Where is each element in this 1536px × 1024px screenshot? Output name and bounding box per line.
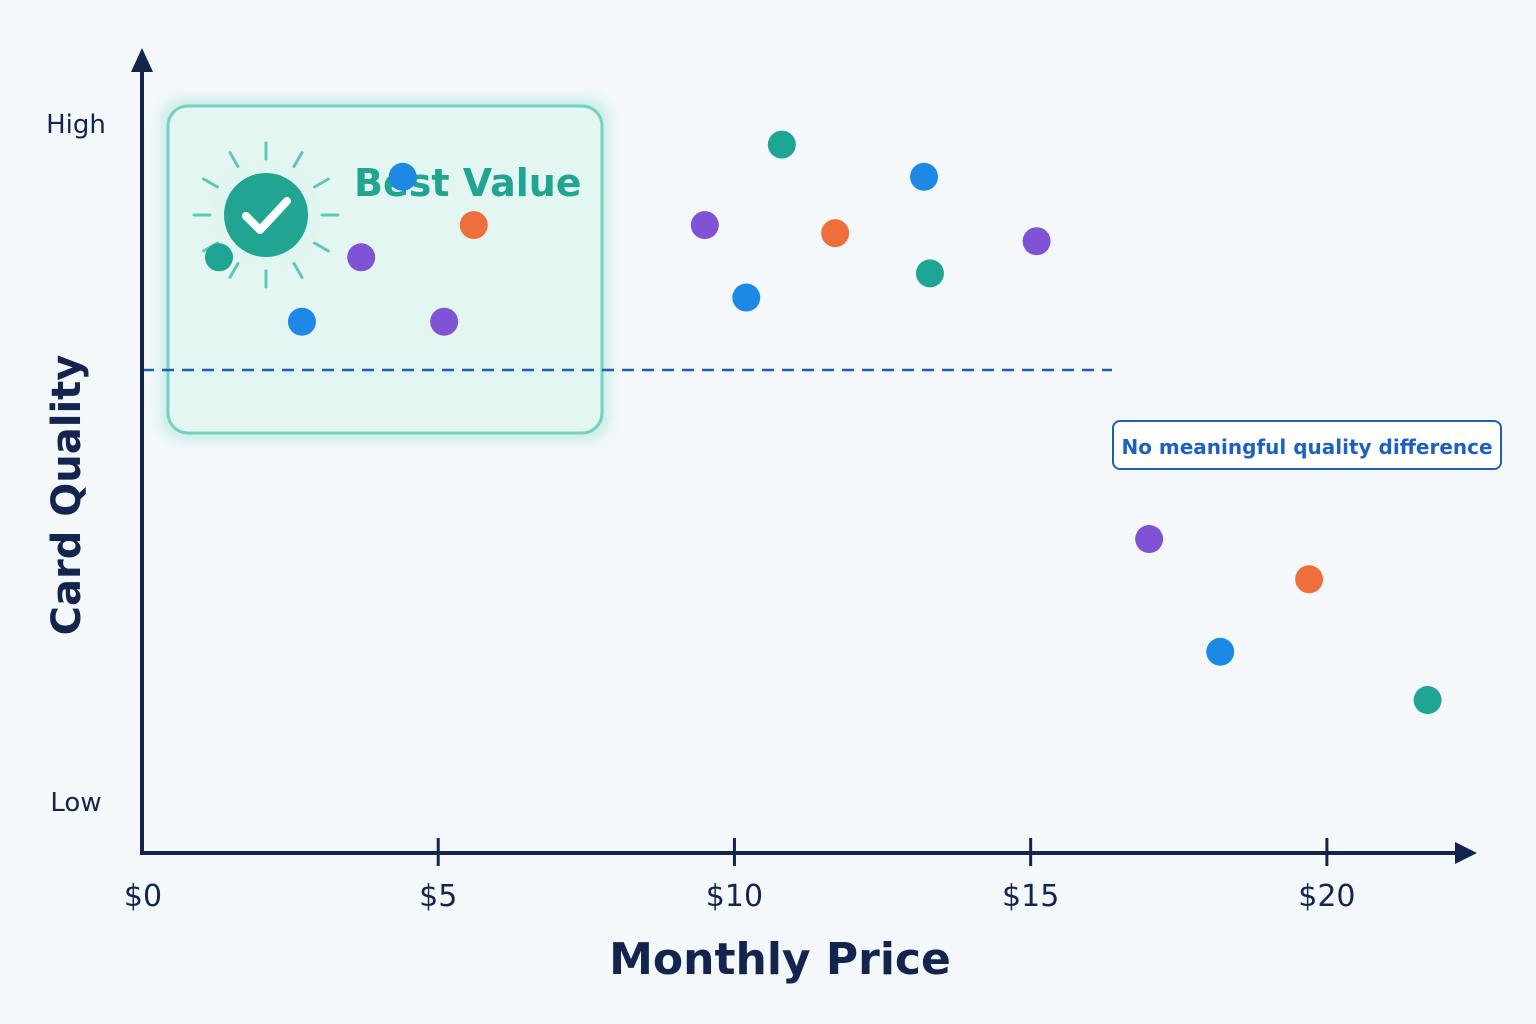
data-point xyxy=(430,307,459,336)
data-point xyxy=(821,219,850,248)
y-axis-title: Card Quality xyxy=(44,355,90,636)
data-point xyxy=(287,307,316,336)
data-point xyxy=(1206,637,1235,666)
badge-ray xyxy=(312,177,330,189)
badge-ray xyxy=(292,151,304,169)
x-axis-title: Monthly Price xyxy=(609,934,951,985)
x-tick-label: $15 xyxy=(1002,879,1059,914)
data-point xyxy=(205,243,234,272)
data-point xyxy=(767,130,796,159)
data-point xyxy=(690,211,719,240)
data-point xyxy=(1135,525,1164,554)
badge-ray xyxy=(312,241,330,253)
data-point xyxy=(1022,227,1051,256)
best-value-badge xyxy=(192,141,340,289)
data-point xyxy=(910,162,939,191)
quality-threshold: No meaningful quality difference xyxy=(142,368,1502,470)
threshold-note: No meaningful quality difference xyxy=(1121,435,1492,459)
x-tick-label: $20 xyxy=(1298,879,1355,914)
y-axis-arrow-icon xyxy=(131,48,153,72)
badge-ray xyxy=(228,261,240,279)
badge-ray xyxy=(202,177,220,189)
data-point xyxy=(388,162,417,191)
badge-ray xyxy=(228,151,240,169)
badge-ray xyxy=(292,261,304,279)
x-ticks: $5 $10 $15 $20 xyxy=(419,838,1356,914)
data-point xyxy=(1413,686,1442,715)
y-low-label: Low xyxy=(50,788,101,818)
data-point xyxy=(347,243,376,272)
threshold-note-box xyxy=(1112,420,1502,470)
x-tick-label: $10 xyxy=(706,879,763,914)
x-origin-label: $0 xyxy=(124,879,162,914)
checkmark-circle-icon xyxy=(224,173,308,257)
y-high-label: High xyxy=(46,110,106,140)
data-point xyxy=(459,211,488,240)
x-axis-arrow-icon xyxy=(1455,842,1477,864)
checkmark-icon xyxy=(242,197,291,234)
best-value-label: Best Value xyxy=(354,161,582,205)
best-value-region: Best Value xyxy=(160,98,610,441)
axes: $5 $10 $15 $20 $0 High Low Monthly Price Ca… xyxy=(44,48,1477,985)
data-point xyxy=(1295,565,1324,594)
data-points xyxy=(205,130,1442,715)
data-point xyxy=(732,283,761,312)
data-point xyxy=(915,259,944,288)
x-tick-label: $5 xyxy=(419,879,457,914)
